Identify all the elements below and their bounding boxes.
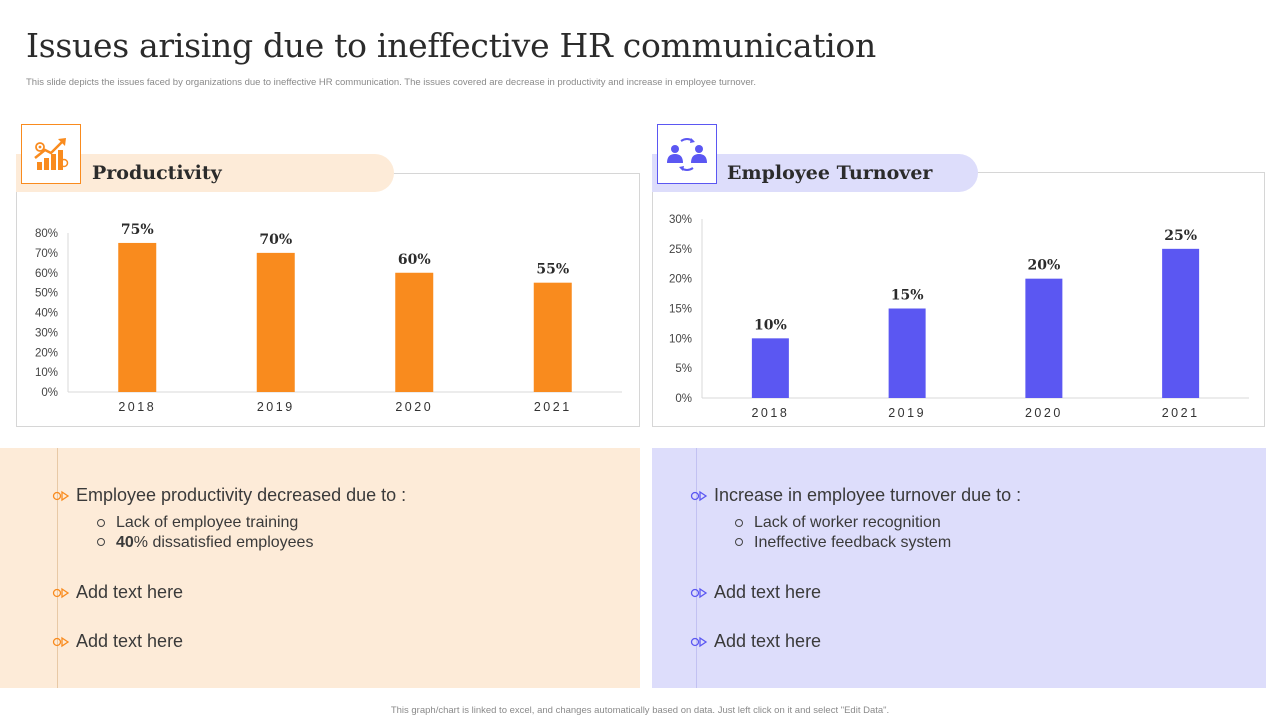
y-tick-label: 10% — [35, 367, 58, 379]
page-subtitle: This slide depicts the issues faced by o… — [26, 77, 756, 88]
x-tick-label: 2020 — [395, 400, 433, 414]
data-label: 70% — [259, 232, 292, 248]
data-label: 20% — [1027, 258, 1060, 274]
turnover-icon-box — [657, 124, 717, 184]
x-tick-label: 2021 — [534, 400, 572, 414]
x-tick-label: 2021 — [1162, 406, 1200, 420]
data-label: 55% — [536, 262, 569, 278]
list-item: Ineffective feedback system — [735, 533, 951, 553]
list-item: 40% dissatisfied employees — [97, 533, 313, 553]
y-tick-label: 10% — [669, 333, 692, 345]
turnover-heading: Employee Turnover — [727, 162, 933, 184]
bullet-arrow-icon — [690, 636, 708, 647]
circle-bullet-icon — [97, 518, 105, 527]
y-tick-label: 0% — [675, 393, 692, 405]
bar — [256, 252, 295, 392]
turnover-main-text: Increase in employee turnover due to : — [714, 485, 1022, 505]
y-tick-label: 30% — [669, 214, 692, 226]
list-item: Lack of worker recognition — [735, 513, 951, 533]
y-tick-label: 30% — [35, 327, 58, 339]
turnover-bar-chart: 0% 5% 10% 15% 20% 25% 30% 10% 2018 15% 2019 20% 2020… — [669, 214, 1249, 420]
divider-line — [696, 448, 697, 688]
data-label: 75% — [121, 222, 154, 238]
productivity-text-panel: Employee productivity decreased due to :… — [0, 448, 640, 688]
bullet-arrow-icon — [52, 490, 70, 501]
turnover-extra-bullet: Add text here — [690, 582, 821, 603]
productivity-extra-bullet: Add text here — [52, 631, 183, 652]
circle-bullet-icon — [735, 518, 743, 527]
y-tick-label: 15% — [669, 304, 692, 316]
x-tick-label: 2018 — [751, 406, 789, 420]
productivity-extra-bullet: Add text here — [52, 582, 183, 603]
turnover-extra-bullet: Add text here — [690, 631, 821, 652]
data-label: 25% — [1164, 228, 1197, 244]
bar — [888, 308, 926, 398]
y-tick-label: 25% — [669, 244, 692, 256]
people-exchange-icon — [667, 138, 707, 171]
turnover-main-bullet: Increase in employee turnover due to : — [690, 485, 1021, 506]
y-tick-label: 80% — [35, 228, 58, 240]
list-item: Lack of employee training — [97, 513, 313, 533]
page-title: Issues arising due to ineffective HR com… — [26, 26, 876, 65]
y-tick-label: 40% — [35, 308, 58, 320]
productivity-bar-chart: 0% 10% 20% 30% 40% 50% 60% 70% 80% 75% 2018 70% 2019… — [35, 222, 622, 414]
bullet-arrow-icon — [690, 587, 708, 598]
productivity-sub-list: Lack of employee training 40% dissatisfi… — [97, 513, 313, 552]
bar — [751, 338, 789, 398]
y-tick-label: 20% — [669, 274, 692, 286]
x-tick-label: 2019 — [257, 400, 295, 414]
y-tick-label: 5% — [675, 363, 692, 375]
bullet-arrow-icon — [52, 587, 70, 598]
bullet-arrow-icon — [52, 636, 70, 647]
turnover-sub-list: Lack of worker recognition Ineffective f… — [735, 513, 951, 552]
productivity-main-bullet: Employee productivity decreased due to : — [52, 485, 406, 506]
bar — [533, 282, 572, 392]
divider-line — [57, 448, 58, 688]
footer-note: This graph/chart is linked to excel, and… — [390, 705, 890, 716]
y-tick-label: 60% — [35, 268, 58, 280]
turnover-text-panel: Increase in employee turnover due to : L… — [652, 448, 1266, 688]
data-label: 10% — [754, 317, 787, 333]
bullet-arrow-icon — [690, 490, 708, 501]
y-tick-label: 70% — [35, 248, 58, 260]
circle-bullet-icon — [735, 538, 743, 547]
bar — [1025, 278, 1063, 398]
y-tick-label: 20% — [35, 347, 58, 359]
x-tick-label: 2018 — [118, 400, 156, 414]
x-tick-label: 2020 — [1025, 406, 1063, 420]
productivity-main-text: Employee productivity decreased due to : — [76, 485, 407, 505]
bar — [118, 242, 157, 392]
growth-chart-icon — [34, 138, 69, 170]
bar — [395, 272, 434, 392]
bar — [1162, 248, 1200, 398]
y-tick-label: 50% — [35, 288, 58, 300]
productivity-heading: Productivity — [92, 162, 222, 184]
y-tick-label: 0% — [41, 387, 58, 399]
x-tick-label: 2019 — [888, 406, 926, 420]
productivity-icon-box — [21, 124, 81, 184]
data-label: 60% — [398, 252, 431, 268]
circle-bullet-icon — [97, 538, 105, 547]
data-label: 15% — [891, 288, 924, 304]
